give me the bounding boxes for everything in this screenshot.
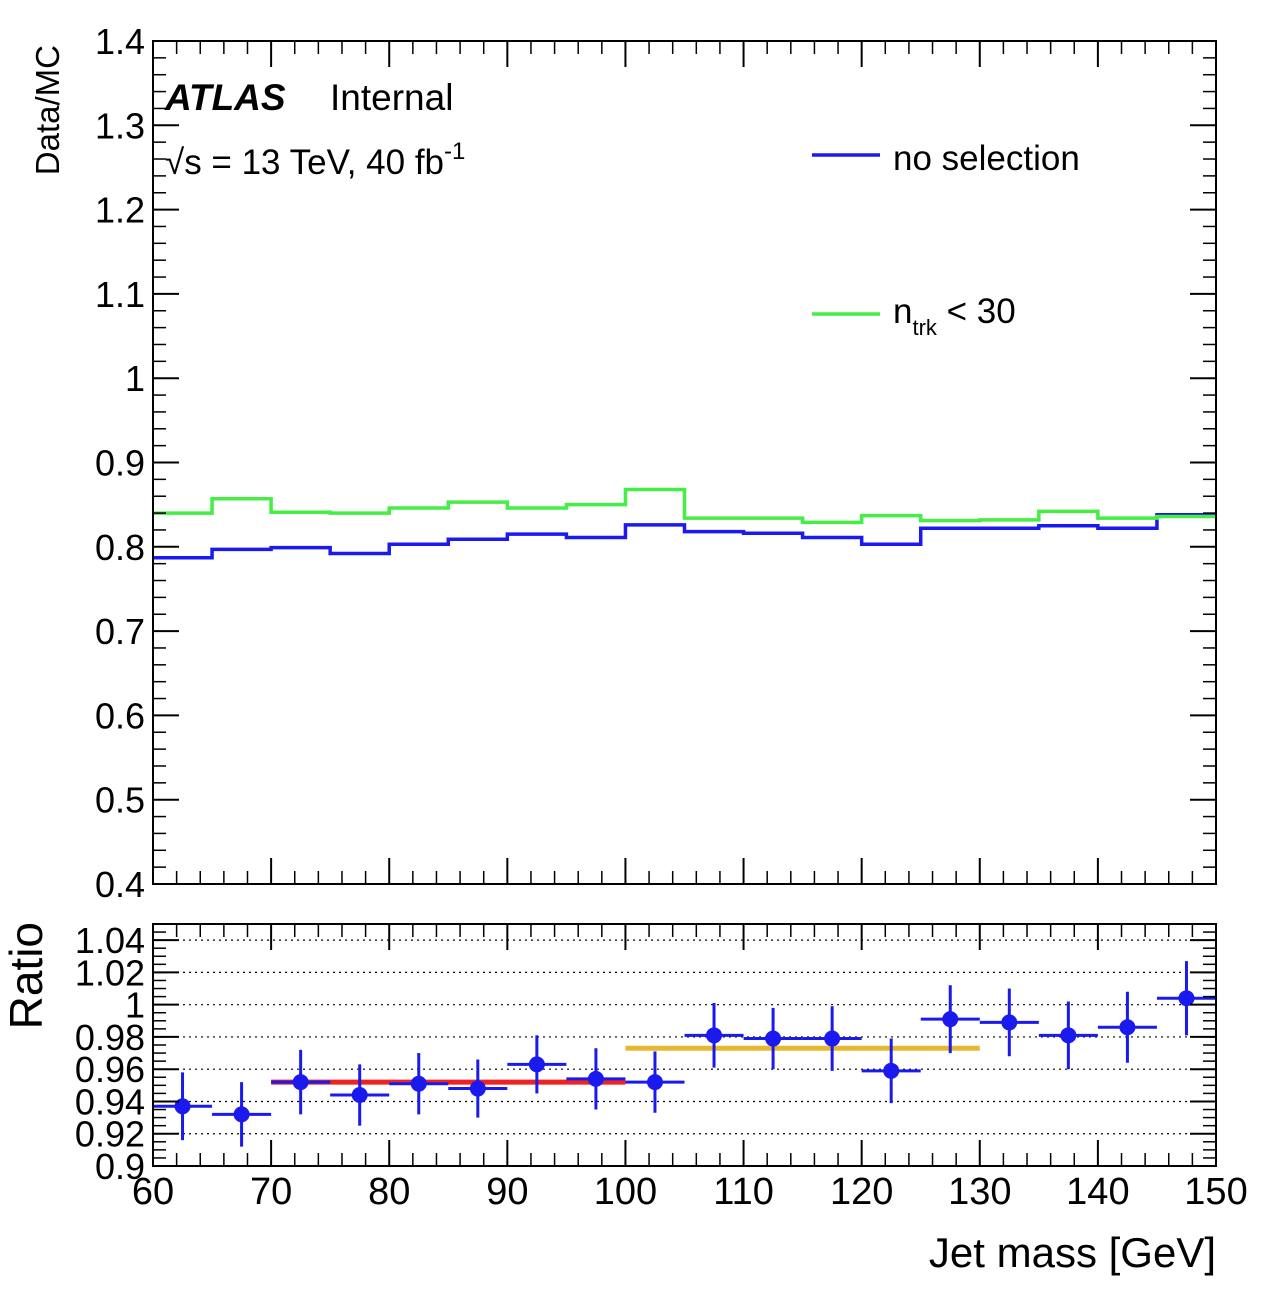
- ratio-y-tick-label: 0.96: [75, 1049, 145, 1090]
- data-point: [824, 1030, 841, 1047]
- y-axis-title-bottom: Ratio: [0, 922, 52, 1029]
- data-point: [1178, 990, 1195, 1007]
- x-tick-label: 80: [368, 1171, 410, 1213]
- legend-ntrk-sub: trk: [912, 315, 937, 340]
- legend-label-ntrk: ntrk < 30: [893, 292, 1016, 340]
- data-point: [706, 1027, 723, 1044]
- data-point: [528, 1056, 545, 1073]
- legend-ntrk-rest: < 30: [937, 292, 1016, 331]
- x-tick-label: 70: [250, 1171, 292, 1213]
- internal-label: Internal: [330, 77, 453, 118]
- data-point: [292, 1074, 309, 1091]
- x-tick-label: 120: [830, 1171, 893, 1213]
- ratio-plot-frame: [152, 923, 1217, 1167]
- x-tick-label: 100: [594, 1171, 657, 1213]
- top-y-tick-label: 0.5: [95, 780, 145, 821]
- top-y-tick-label: 1.1: [95, 274, 145, 315]
- tick-labels: 0.40.50.60.70.80.911.11.21.31.40.90.920.…: [75, 21, 1248, 1213]
- y-axis-title-top: Data/MC: [29, 45, 66, 175]
- data-point: [883, 1062, 900, 1079]
- top-y-tick-label: 1.3: [95, 105, 145, 146]
- data-point: [587, 1070, 604, 1087]
- ratio-y-tick-label: 0.94: [75, 1081, 145, 1122]
- x-tick-label: 140: [1066, 1171, 1129, 1213]
- ratio-y-tick-label: 1.04: [75, 920, 145, 961]
- top-plot-series: [153, 487, 1216, 560]
- ratio-plot: [153, 939, 1216, 1135]
- ratio-y-tick-label: 0.9: [95, 1146, 145, 1187]
- legend-ntrk-n: n: [893, 292, 912, 331]
- energy-label-exponent: -1: [444, 138, 465, 165]
- top-y-tick-label: 1.2: [95, 190, 145, 231]
- data-point: [1119, 1019, 1136, 1036]
- x-tick-label: 60: [132, 1171, 174, 1213]
- x-axis-title: Jet mass [GeV]: [929, 1229, 1216, 1276]
- data-point: [942, 1011, 959, 1028]
- x-tick-label: 90: [486, 1171, 528, 1213]
- legend-label-no-selection: no selection: [893, 139, 1080, 178]
- top-y-tick-label: 1: [125, 358, 145, 399]
- series-line-0: [153, 513, 1216, 560]
- ratio-y-tick-label: 1.02: [75, 952, 145, 993]
- data-point: [469, 1080, 486, 1097]
- energy-label-main: √s = 13 TeV, 40 fb: [165, 143, 444, 182]
- data-point: [351, 1087, 368, 1104]
- data-point: [1001, 1014, 1018, 1031]
- x-tick-label: 150: [1184, 1171, 1247, 1213]
- top-y-tick-label: 0.8: [95, 527, 145, 568]
- ratio-y-tick-label: 0.98: [75, 1017, 145, 1058]
- top-y-tick-label: 0.7: [95, 611, 145, 652]
- axis-frames: [152, 40, 1217, 1167]
- top-y-tick-label: 0.6: [95, 695, 145, 736]
- data-point: [646, 1074, 663, 1091]
- x-tick-label: 130: [948, 1171, 1011, 1213]
- data-point: [233, 1106, 250, 1123]
- ratio-plot-points: [153, 961, 1216, 1147]
- atlas-label: ATLAS: [164, 77, 286, 118]
- top-y-tick-label: 0.4: [95, 864, 145, 905]
- series-line-1: [153, 487, 1216, 525]
- data-point: [765, 1030, 782, 1047]
- ratio-y-tick-label: 1: [125, 985, 145, 1026]
- top-y-tick-label: 0.9: [95, 443, 145, 484]
- top-y-tick-label: 1.4: [95, 21, 145, 62]
- energy-label: √s = 13 TeV, 40 fb-1: [165, 138, 465, 182]
- data-point: [410, 1075, 427, 1092]
- data-point: [1060, 1027, 1077, 1044]
- ratio-y-tick-label: 0.92: [75, 1114, 145, 1155]
- x-tick-label: 110: [713, 1171, 774, 1213]
